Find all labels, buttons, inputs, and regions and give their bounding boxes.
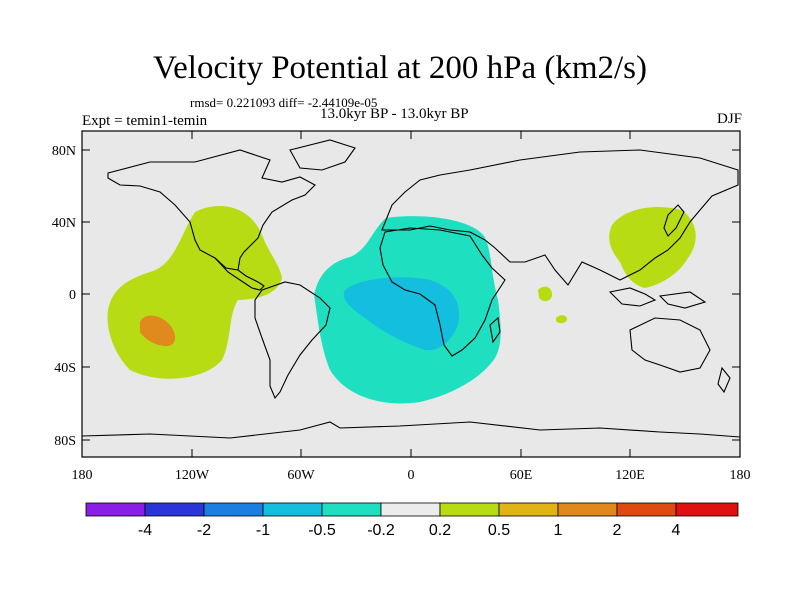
colorbar <box>85 502 739 517</box>
colorbar-label-2: -1 <box>256 522 270 539</box>
colorbar-label-0: -4 <box>138 522 152 539</box>
lon-label-60e: 60E <box>510 468 533 483</box>
coastline-antarctica <box>81 421 741 439</box>
lat-ticks <box>82 149 740 441</box>
experiment-label: Expt = temin1-temin <box>82 113 208 129</box>
colorbar-label-7: 1 <box>554 522 563 539</box>
coastline-madagascar <box>489 316 501 344</box>
period-subtitle: 13.0kyr BP - 13.0kyr BP <box>320 106 469 122</box>
coastline-new-zealand <box>717 366 731 394</box>
stats-subtitle: rmsd= 0.221093 diff= -2.44109e-05 <box>190 95 378 110</box>
coastline-central-america <box>214 257 265 291</box>
coastline-africa <box>379 227 506 357</box>
lat-label-80n: 80N <box>52 144 76 159</box>
colorbar-box-5 <box>380 502 441 517</box>
lon-labels: 180 120W 60W 0 60E 120E 180 <box>72 468 751 483</box>
lat-label-40s: 40S <box>54 361 76 376</box>
coastline-eurasia <box>381 149 739 286</box>
lat-label-0: 0 <box>69 288 76 303</box>
coastlines <box>81 139 741 439</box>
chart-title: Velocity Potential at 200 hPa (km2/s) <box>152 50 648 86</box>
positive-region-westpac <box>609 206 696 288</box>
colorbar-label-3: -0.5 <box>308 522 336 539</box>
lon-label-120e: 120E <box>615 468 645 483</box>
positive-region-indian-2 <box>556 315 568 324</box>
lon-label-180w: 180 <box>72 468 93 483</box>
coastline-greenland <box>289 139 356 171</box>
colorbar-label-8: 2 <box>613 522 622 539</box>
coastline-maritime-continent <box>608 287 707 309</box>
lat-labels: 80N 40N 0 40S 80S <box>52 144 76 449</box>
colorbar-label-5: 0.2 <box>429 522 451 539</box>
positive-region-pacific-core <box>140 315 176 347</box>
colorbar-box-8 <box>557 502 618 517</box>
colorbar-box-7 <box>498 502 559 517</box>
colorbar-box-9 <box>616 502 677 517</box>
lon-ticks <box>81 131 741 457</box>
coastline-south-america <box>254 281 331 400</box>
lon-label-0: 0 <box>408 468 415 483</box>
colorbar-label-9: 4 <box>672 522 681 539</box>
colorbar-box-1 <box>144 502 205 517</box>
colorbar-box-3 <box>262 502 323 517</box>
coastline-australia <box>629 317 711 373</box>
lat-label-80s: 80S <box>54 434 76 449</box>
colorbar-box-10 <box>675 502 739 517</box>
colorbar-box-4 <box>321 502 382 517</box>
colorbar-label-1: -2 <box>197 522 211 539</box>
colorbar-label-4: -0.2 <box>367 522 395 539</box>
colorbar-labels: -4 -2 -1 -0.5 -0.2 0.2 0.5 1 2 4 <box>138 522 681 539</box>
lon-label-180e: 180 <box>730 468 751 483</box>
negative-region-core <box>343 277 460 351</box>
colorbar-box-0 <box>85 502 146 517</box>
lon-label-120w: 120W <box>175 468 210 483</box>
anomaly-fill <box>107 205 696 404</box>
colorbar-label-6: 0.5 <box>488 522 510 539</box>
lat-label-40n: 40N <box>52 216 76 231</box>
colorbar-box-2 <box>203 502 264 517</box>
coastline-north-america <box>107 149 316 271</box>
lon-label-60w: 60W <box>287 468 315 483</box>
colorbar-box-6 <box>439 502 500 517</box>
season-label: DJF <box>716 111 742 127</box>
positive-region-indian-1 <box>538 286 553 302</box>
coastline-japan <box>663 204 685 237</box>
